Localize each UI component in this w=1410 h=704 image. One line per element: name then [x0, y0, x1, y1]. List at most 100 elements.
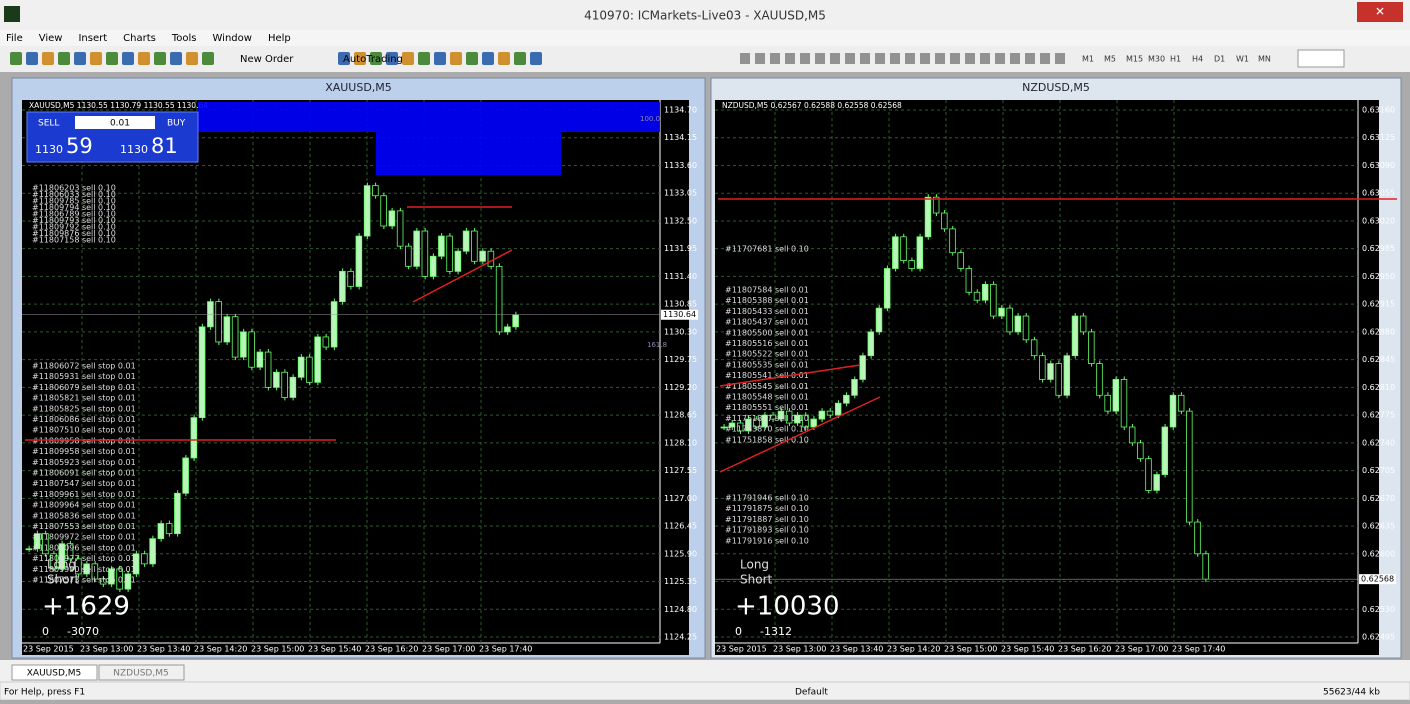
order-label: #11809794 sell 0.10	[32, 203, 116, 212]
toolbar-icon[interactable]	[370, 52, 382, 65]
lot-size[interactable]: 0.01	[110, 119, 130, 129]
toolbar-icon[interactable]	[1010, 53, 1020, 64]
close-button[interactable]	[1357, 2, 1403, 22]
candle	[124, 573, 132, 590]
price-label: 0.62670	[1362, 494, 1395, 503]
toolbar-icon[interactable]	[1055, 53, 1065, 64]
toolbar-icon[interactable]	[90, 52, 102, 65]
toolbar-icon[interactable]	[815, 53, 825, 64]
toolbar-icon[interactable]	[830, 53, 840, 64]
toolbar-icon[interactable]	[74, 52, 86, 65]
tab-label[interactable]: XAUUSD,M5	[27, 669, 82, 679]
toolbar-icon[interactable]	[950, 53, 960, 64]
toolbar-icon[interactable]	[186, 52, 198, 65]
toolbar-icon[interactable]	[875, 53, 885, 64]
timeframe-button[interactable]: MN	[1258, 55, 1271, 64]
maximize-button[interactable]	[1328, 4, 1354, 22]
candle	[769, 414, 777, 420]
toolbar-icon[interactable]	[514, 52, 526, 65]
price-label: 0.62950	[1362, 272, 1395, 281]
candle	[42, 533, 49, 555]
candle	[1137, 442, 1144, 460]
search-box[interactable]	[1297, 49, 1345, 68]
candle	[322, 336, 330, 348]
toolbar-icon[interactable]	[965, 53, 975, 64]
menu-item[interactable]: Tools	[171, 33, 197, 44]
toolbar-icon[interactable]	[106, 52, 118, 65]
timeframe-button[interactable]: M1	[1082, 55, 1094, 64]
toolbar-button[interactable]: AutoTrading	[343, 54, 403, 65]
timeframe-button[interactable]: M30	[1148, 55, 1165, 64]
minimize-button[interactable]	[1300, 4, 1326, 22]
timeframe-button[interactable]: W1	[1236, 55, 1249, 64]
toolbar-icon[interactable]	[755, 53, 765, 64]
menu-item[interactable]: File	[6, 33, 23, 44]
candle	[289, 376, 297, 398]
timeframe-button[interactable]: M15	[1126, 55, 1143, 64]
toolbar-icon[interactable]	[498, 52, 510, 65]
toolbar-icon[interactable]	[770, 53, 780, 64]
order-label: #11809792 sell 0.10	[32, 223, 116, 232]
toolbar-icon[interactable]	[450, 52, 462, 65]
toolbar-icon[interactable]	[170, 52, 182, 65]
toolbar-icon[interactable]	[154, 52, 166, 65]
toolbar-icon[interactable]	[122, 52, 134, 65]
candle	[753, 418, 760, 428]
toolbar-icon[interactable]	[434, 52, 446, 65]
menu-item[interactable]: Insert	[78, 33, 107, 44]
buy-button[interactable]: BUY	[167, 119, 186, 129]
candle	[883, 268, 891, 309]
order-label: #11809964 sell stop 0.01	[32, 501, 136, 510]
toolbar-icon[interactable]	[482, 52, 494, 65]
candle	[785, 410, 793, 424]
toolbar-icon[interactable]	[890, 53, 900, 64]
toolbar-icon[interactable]	[338, 52, 350, 65]
toolbar-icon[interactable]	[740, 53, 750, 64]
time-label: 23 Sep 17:00	[422, 645, 475, 654]
timeframe-button[interactable]: H1	[1170, 55, 1181, 64]
toolbar-icon[interactable]	[920, 53, 930, 64]
toolbar-button[interactable]: New Order	[240, 54, 294, 65]
menu-item[interactable]: Charts	[123, 33, 156, 44]
toolbar-icon[interactable]	[800, 53, 810, 64]
tab[interactable]	[11, 664, 98, 681]
candle	[512, 314, 519, 328]
toolbar-icon[interactable]	[26, 52, 38, 65]
timeframe-button[interactable]: D1	[1214, 55, 1225, 64]
toolbar-icon[interactable]	[202, 52, 214, 65]
menu-item[interactable]: Window	[213, 33, 252, 44]
candle	[66, 543, 74, 560]
toolbar-icon[interactable]	[10, 52, 22, 65]
candle	[215, 301, 222, 343]
toolbar-icon[interactable]	[980, 53, 990, 64]
tab[interactable]	[98, 664, 185, 681]
toolbar-icon[interactable]	[1025, 53, 1035, 64]
toolbar-icon[interactable]	[905, 53, 915, 64]
price-label: 0.63160	[1362, 106, 1395, 115]
toolbar-icon[interactable]	[42, 52, 54, 65]
toolbar-icon[interactable]	[995, 53, 1005, 64]
toolbar-icon[interactable]	[845, 53, 855, 64]
candle	[462, 230, 470, 252]
toolbar-icon[interactable]	[402, 52, 414, 65]
bid-small: 59	[66, 134, 93, 158]
toolbar-icon[interactable]	[935, 53, 945, 64]
timeframe-button[interactable]: M5	[1104, 55, 1116, 64]
toolbar-icon[interactable]	[418, 52, 430, 65]
order-label: #11791946 sell 0.10	[725, 494, 809, 503]
toolbar-icon[interactable]	[138, 52, 150, 65]
toolbar-icon[interactable]	[354, 52, 366, 65]
timeframe-button[interactable]: H4	[1192, 55, 1203, 64]
sell-button[interactable]: SELL	[38, 119, 59, 129]
toolbar-icon[interactable]	[530, 52, 542, 65]
toolbar-icon[interactable]	[58, 52, 70, 65]
menu-item[interactable]: Help	[268, 33, 291, 44]
toolbar-icon[interactable]	[386, 52, 398, 65]
menu-item[interactable]: View	[39, 33, 63, 44]
toolbar-icon[interactable]	[466, 52, 478, 65]
price-label: 1126.45	[664, 522, 697, 531]
tab-label[interactable]: NZDUSD,M5	[113, 669, 168, 679]
toolbar-icon[interactable]	[1040, 53, 1050, 64]
toolbar-icon[interactable]	[860, 53, 870, 64]
toolbar-icon[interactable]	[785, 53, 795, 64]
